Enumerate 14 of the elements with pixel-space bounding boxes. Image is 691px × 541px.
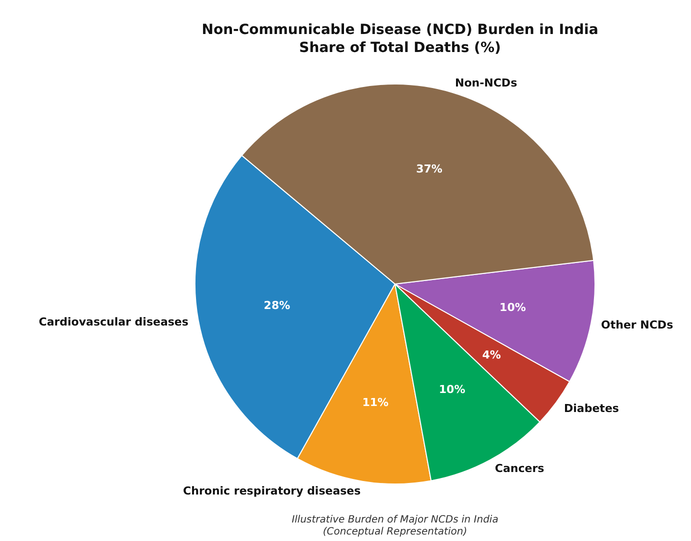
data-label: 10% [438, 383, 466, 396]
slice-label: Chronic respiratory diseases [183, 484, 362, 498]
slice-label: Diabetes [564, 402, 620, 416]
data-label: 11% [362, 396, 389, 409]
text: Illustrative Burden of Major NCDs in India (Conceptual Representation) [292, 514, 498, 538]
slice-label: Cancers [494, 462, 545, 476]
data-label: 37% [416, 162, 442, 176]
data-label: 28% [264, 299, 290, 312]
slice-label: Non-NCDs [454, 76, 518, 90]
data-label: 10% [500, 300, 526, 314]
chart-title: Non-Communicable Disease (NCD) Burden in India Share of Total Deaths (%) [202, 22, 598, 56]
data-label: 4% [482, 348, 501, 362]
slice-label: Cardiovascular diseases [38, 315, 189, 328]
slice-label: Other NCDs [601, 318, 674, 332]
